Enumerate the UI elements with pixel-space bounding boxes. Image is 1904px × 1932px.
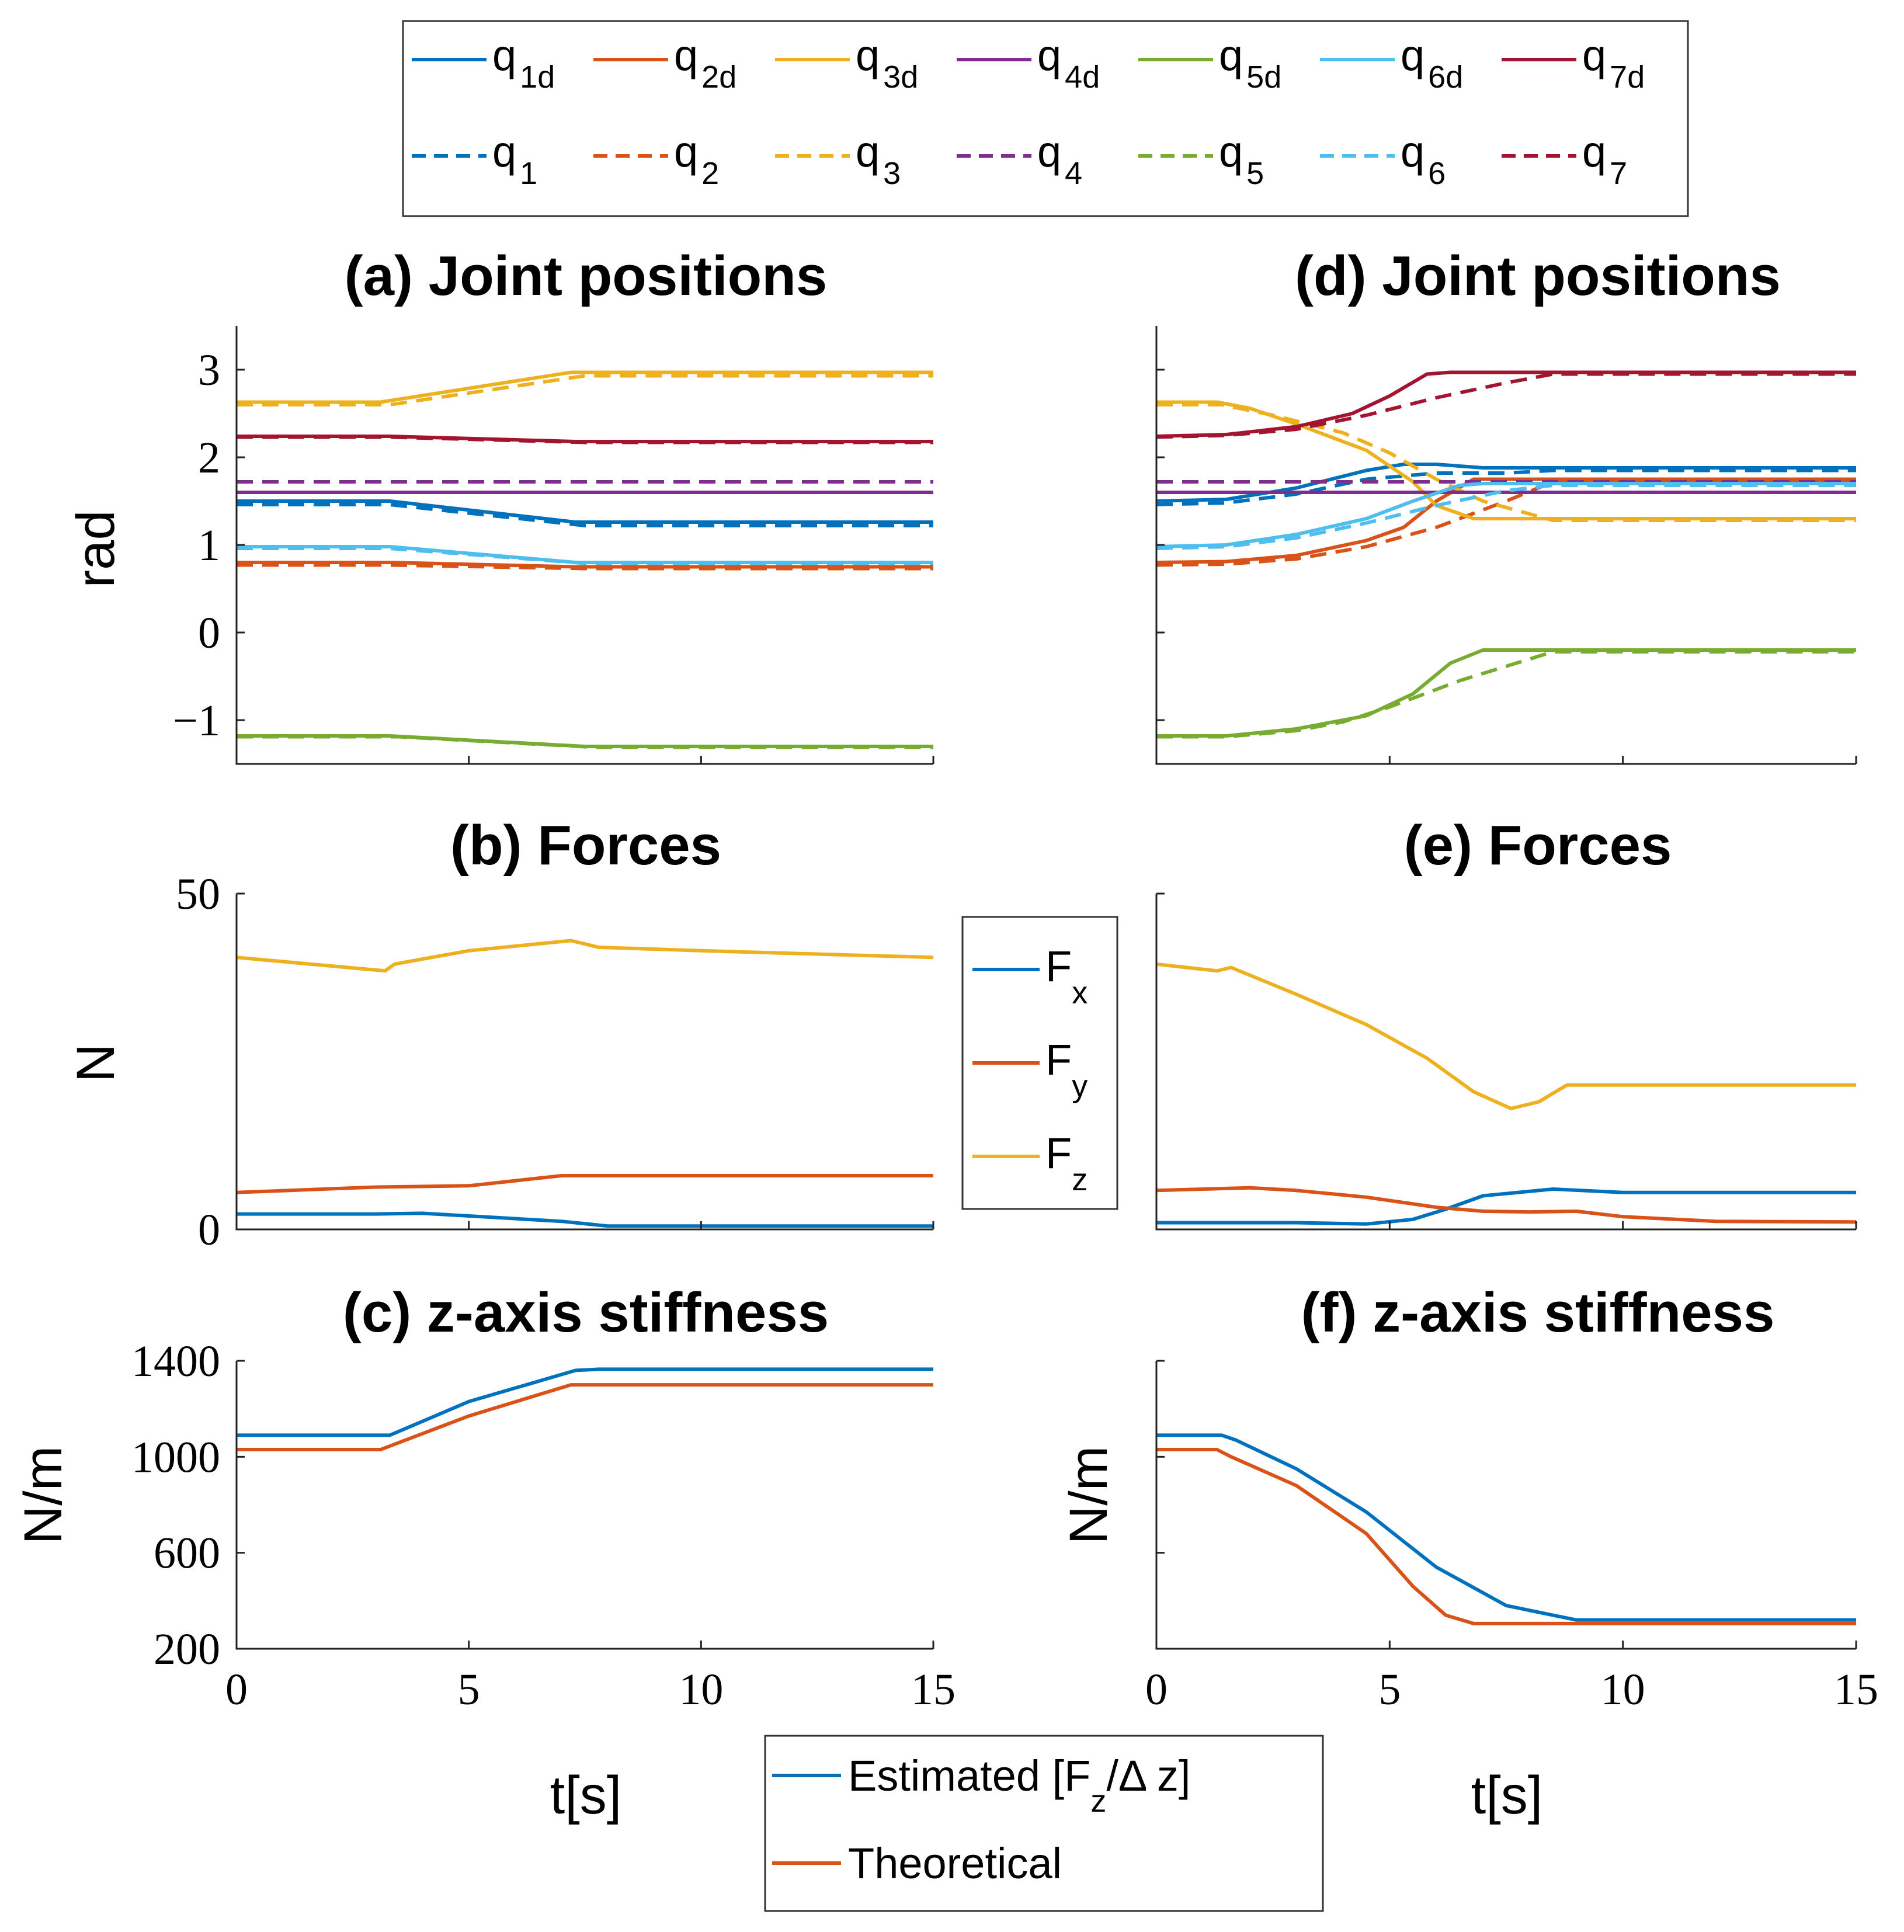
series-line-a-q7: [237, 435, 933, 444]
series-line-c-Estimated: [237, 1367, 933, 1437]
panel-e: (e) Forces: [1155, 814, 1857, 1231]
y-tick-label-c: 1400: [131, 1337, 220, 1386]
series-line-a-q6: [237, 547, 933, 565]
legend-label-estimated: Estimated [Fz/Δ z]: [848, 1752, 1190, 1819]
axis-d: [1155, 326, 1856, 765]
legend-stiffness-box: [764, 1735, 1324, 1912]
panel-a-title: (a) Joint positions: [345, 245, 828, 307]
series-line-b-Fz: [236, 939, 934, 973]
series-line-a-q1d: [237, 499, 933, 524]
x-tick-label-c: 0: [225, 1665, 248, 1714]
series-line-e-Fz: [1156, 962, 1856, 1110]
panel-a: (a) Joint positions rad −1 0 1 2 3: [66, 245, 934, 765]
legend-label-q2d: q 2d: [674, 31, 736, 95]
panel-c-ylabel: N/m: [13, 1446, 73, 1545]
y-tick-label-b: 0: [198, 1205, 220, 1255]
panel-f-title: (f) z-axis stiffness: [1301, 1281, 1775, 1344]
panel-a-ylabel: rad: [66, 510, 126, 588]
series-line-d-q6d: [1156, 482, 1856, 548]
series-line-d-q6: [1156, 484, 1856, 550]
x-tick-label-f: 15: [1834, 1665, 1878, 1714]
legend-label-q4d: q 4d: [1037, 31, 1100, 95]
series-line-f-Estimated: [1156, 1433, 1856, 1622]
x-tick-label-f: 10: [1601, 1665, 1645, 1714]
series-line-b-Fx: [237, 1211, 933, 1228]
y-tick-label-a: 0: [198, 609, 220, 658]
legend-joint-box: [402, 20, 1689, 217]
series-line-d-q3d: [1156, 400, 1856, 520]
x-tick-label-c: 5: [458, 1665, 480, 1714]
y-tick-label-c: 600: [154, 1529, 220, 1578]
panel-d: (d) Joint positions: [1155, 245, 1857, 765]
legend-label-q7d: q 7d: [1582, 31, 1645, 95]
legend-label-Fz: Fz: [1045, 1129, 1087, 1197]
series-line-d-q7d: [1156, 370, 1856, 438]
y-tick-label-a: 3: [198, 346, 220, 395]
series-line-c-Theoretical: [237, 1383, 933, 1451]
series-line-a-q3d: [237, 370, 933, 404]
series-line-a-q2: [237, 563, 933, 571]
panel-b-ylabel: N: [66, 1044, 126, 1082]
series-line-f-Theoretical: [1156, 1448, 1856, 1625]
series-line-e-Fx: [1156, 1187, 1856, 1226]
series-line-d-q1d: [1156, 463, 1856, 503]
legend-joint-positions: q 1d q 2d q 3d q 4d q 5d q 6d q 7d q 1 q 2 q 3 q 4 q 5 q 6 q 7: [402, 20, 1689, 217]
y-tick-label-b: 50: [176, 870, 220, 919]
y-tick-label-a: −1: [173, 696, 220, 745]
panel-e-title: (e) Forces: [1404, 814, 1672, 877]
panel-b: (b) Forces N 0 50: [66, 814, 934, 1255]
series-line-d-q3: [1156, 403, 1856, 522]
legend-forces: Fx Fy Fz: [961, 916, 1118, 1210]
legend-label-Fy: Fy: [1045, 1036, 1087, 1104]
panel-c-title: (c) z-axis stiffness: [343, 1281, 829, 1344]
series-line-d-q1: [1156, 468, 1856, 506]
series-line-a-q3: [237, 374, 933, 406]
legend-label-q5d: q 5d: [1219, 31, 1281, 95]
axis-e: [1155, 894, 1856, 1231]
series-line-a-q1: [237, 503, 933, 527]
panel-b-title: (b) Forces: [450, 814, 721, 877]
series-line-d-q5: [1156, 650, 1856, 739]
legend-label-theoretical: Theoretical: [848, 1839, 1062, 1888]
series-line-e-Fy: [1156, 1186, 1857, 1224]
panel-f: (f) z-axis stiffness N/m t[s] 0 5 10 15: [1059, 1281, 1878, 1825]
panel-d-title: (d) Joint positions: [1295, 245, 1781, 307]
legend-label-Fx: Fx: [1045, 942, 1087, 1010]
legend-label-q1d: q 1d: [492, 31, 555, 95]
y-tick-label-c: 1000: [131, 1433, 220, 1482]
y-tick-label-c: 200: [154, 1625, 220, 1674]
axis-c: [235, 1361, 933, 1650]
y-tick-label-a: 1: [198, 521, 220, 570]
series-line-d-q7: [1156, 372, 1856, 439]
legend-label-q6d: q 6d: [1401, 31, 1463, 95]
x-tick-label-f: 0: [1145, 1665, 1168, 1714]
panel-f-xlabel: t[s]: [1471, 1766, 1543, 1825]
legend-label-q3d: q 3d: [856, 31, 918, 95]
series-line-a-q5: [237, 735, 933, 749]
panel-f-ylabel: N/m: [1059, 1446, 1118, 1545]
y-tick-label-a: 2: [198, 433, 220, 482]
series-line-d-q5d: [1156, 648, 1856, 738]
panel-c: (c) z-axis stiffness N/m t[s] 0 5 10 15 200 6…: [13, 1281, 956, 1825]
x-tick-label-c: 15: [911, 1665, 956, 1714]
x-tick-label-f: 5: [1378, 1665, 1401, 1714]
series-line-b-Fy: [236, 1174, 933, 1194]
x-tick-label-c: 10: [679, 1665, 723, 1714]
legend-stiffness: Estimated [Fz/Δ z] Theoretical: [764, 1735, 1324, 1912]
panel-c-xlabel: t[s]: [550, 1766, 622, 1825]
